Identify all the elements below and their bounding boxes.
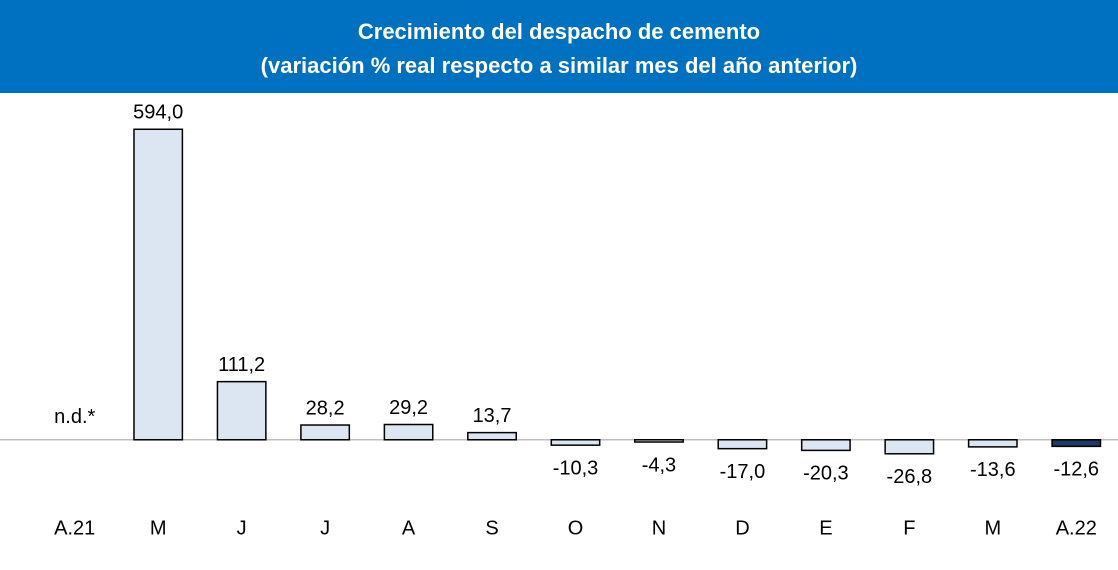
- value-label: -20,3: [803, 463, 849, 485]
- value-label: -12,6: [1053, 459, 1099, 481]
- value-label: 28,2: [306, 397, 345, 419]
- title-banner: [0, 0, 1118, 93]
- bar: [216, 380, 267, 441]
- x-tick-label: A: [402, 517, 416, 539]
- value-label: -13,6: [970, 459, 1016, 481]
- value-label: n.d.*: [54, 406, 95, 428]
- chart-title: Crecimiento del despacho de cemento: [358, 19, 760, 44]
- value-label: 111,2: [218, 354, 265, 376]
- x-tick-label: A.22: [1056, 517, 1097, 539]
- x-tick-label: N: [652, 517, 666, 539]
- x-tick-label: S: [485, 517, 498, 539]
- bar: [800, 439, 851, 452]
- value-label: -17,0: [720, 461, 766, 483]
- x-tick-label: E: [819, 517, 832, 539]
- bar: [383, 423, 434, 441]
- bar: [884, 439, 935, 455]
- x-tick-label: M: [984, 517, 1001, 539]
- bar: [133, 128, 184, 441]
- bar: [550, 439, 601, 446]
- x-tick-label: D: [735, 517, 749, 539]
- bar: [967, 439, 1018, 448]
- x-tick-label: A.21: [54, 517, 95, 539]
- value-label: 29,2: [389, 397, 428, 419]
- value-label: -10,3: [553, 457, 599, 479]
- x-tick-label: F: [903, 517, 915, 539]
- x-tick-label: M: [150, 517, 167, 539]
- x-tick-label: J: [320, 517, 330, 539]
- bar: [300, 424, 351, 441]
- x-tick-label: J: [237, 517, 247, 539]
- bar: [467, 431, 517, 441]
- value-label: -26,8: [887, 466, 933, 488]
- value-label: 594,0: [133, 102, 183, 124]
- chart-subtitle: (variación % real respecto a similar mes…: [261, 53, 858, 78]
- bar: [717, 439, 768, 450]
- bar: [1051, 439, 1102, 448]
- value-label: 13,7: [473, 405, 512, 427]
- x-tick-label: O: [568, 517, 584, 539]
- value-label: -4,3: [642, 454, 676, 476]
- bar: [634, 439, 684, 443]
